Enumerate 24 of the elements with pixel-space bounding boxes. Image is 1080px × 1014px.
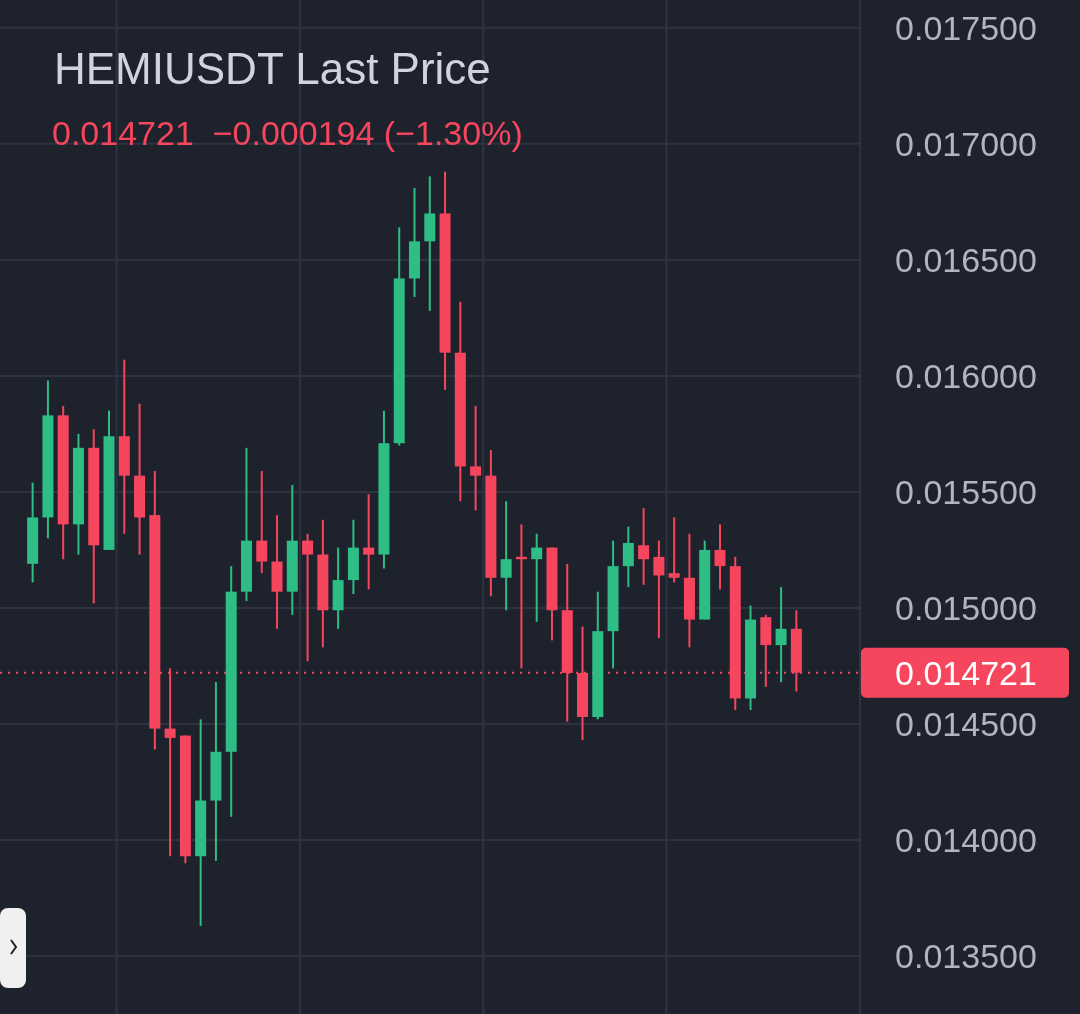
candlestick — [775, 586, 787, 684]
y-tick-label: 0.014000 — [895, 820, 1037, 859]
candlestick — [668, 516, 680, 584]
candlestick — [256, 470, 268, 575]
candlestick — [500, 500, 512, 612]
text: HEMIUSDT Last Price — [54, 44, 491, 93]
candlestick — [531, 532, 543, 623]
candlestick — [638, 507, 650, 586]
y-tick-label: 0.017500 — [895, 8, 1037, 47]
y-tick-label: 0.017000 — [895, 124, 1037, 163]
candlestick — [714, 523, 726, 591]
text: 0.014721 −0.000194 (−1.30%) — [52, 114, 523, 152]
y-tick-label: 0.016000 — [895, 356, 1037, 395]
candlestick — [653, 539, 665, 640]
y-tick-label: 0.015500 — [895, 472, 1037, 511]
candlestick — [363, 493, 375, 591]
candlestick — [470, 405, 482, 512]
y-tick-label: 0.015000 — [895, 588, 1037, 627]
y-tick-label: 0.013500 — [895, 936, 1037, 975]
candlestick — [622, 525, 634, 589]
ref-line-label: 0.014721 — [895, 653, 1037, 692]
candlestick — [302, 532, 314, 663]
y-tick-label: 0.014500 — [895, 704, 1037, 743]
y-tick-label: 0.016500 — [895, 240, 1037, 279]
